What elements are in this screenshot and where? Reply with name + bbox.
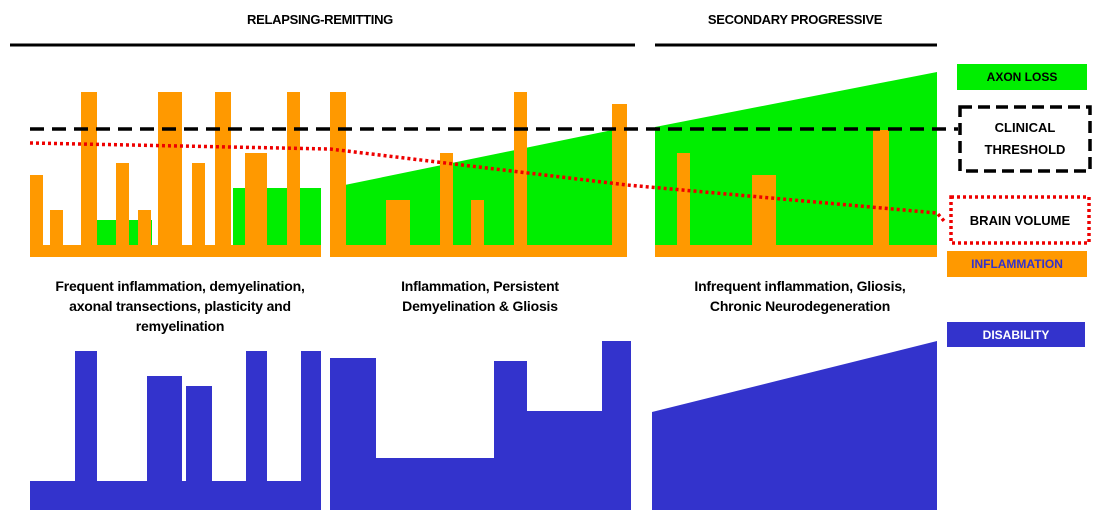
panel2-description-line-1: Inflammation, Persistent [401, 278, 559, 294]
legend-clinical-threshold-box [958, 105, 1092, 173]
inflammation-bars [30, 92, 937, 257]
legend-clinical-threshold-label: CLINICAL THRESHOLD [962, 109, 1088, 169]
panel1-description-line-1: Frequent inflammation, demyelination, [55, 278, 305, 294]
panel3-description-line-2: Chronic Neurodegeneration [709, 298, 891, 314]
panel2-description-line-2: Demyelination & Gliosis [402, 298, 558, 314]
legend-clinical-threshold-line-1: CLINICAL [994, 120, 1056, 135]
brain-volume-line [29, 141, 947, 224]
panel3-description: Infrequent inflammation, Gliosis, Chroni… [650, 276, 950, 316]
legend-clinical-threshold-line-2: THRESHOLD [984, 142, 1066, 157]
legend-brain-volume-box [949, 195, 1091, 245]
disability-area [30, 341, 937, 510]
legend-inflammation-swatch [947, 251, 1087, 277]
legend-brain-volume-label: BRAIN VOLUME [969, 212, 1071, 228]
panel1-description-line-3: remyelination [135, 318, 225, 334]
legend-disability-swatch [947, 322, 1085, 347]
legend-disability-label: DISABILITY [982, 327, 1050, 342]
legend-inflammation-label: INFLAMMATION [971, 257, 1063, 271]
phase-title-relapsing-remitting: RELAPSING-REMITTING [247, 12, 393, 27]
legend-axon-loss-swatch [957, 64, 1087, 90]
panel1-description-line-2: axonal transections, plasticity and [69, 298, 291, 314]
legend-axon-loss-label: AXON LOSS [986, 70, 1058, 84]
panel2-description: Inflammation, Persistent Demyelination &… [335, 276, 625, 316]
phase-title-secondary-progressive: SECONDARY PROGRESSIVE [707, 12, 883, 27]
panel3-description-line-1: Infrequent inflammation, Gliosis, [694, 278, 906, 294]
panel1-description: Frequent inflammation, demyelination, ax… [20, 276, 340, 336]
